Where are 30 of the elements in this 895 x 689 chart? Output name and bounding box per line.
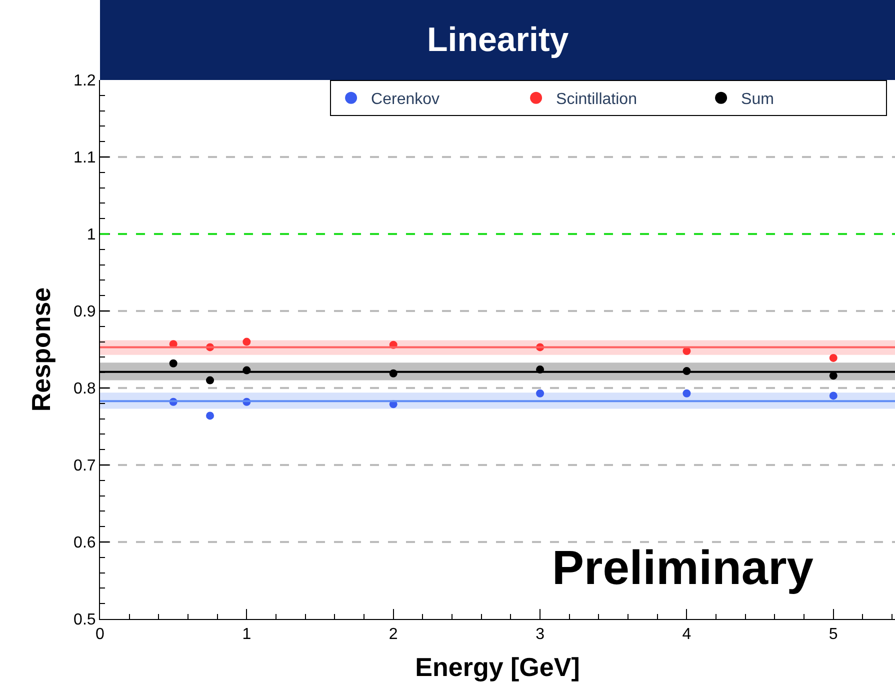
y-tick-label: 0.5	[74, 612, 96, 629]
y-tick-label: 0.7	[74, 458, 96, 475]
x-tick-label: 0	[96, 626, 105, 644]
y-tick-label: 1.2	[74, 72, 96, 90]
point	[206, 376, 214, 384]
y-tick-label: 1	[86, 226, 96, 244]
y-tick-label: 1.1	[74, 150, 96, 167]
legend-label: Sum	[741, 91, 774, 108]
x-tick-label: 1	[242, 626, 252, 644]
point	[169, 359, 178, 368]
y-axis-title: Response	[26, 287, 56, 412]
legend-label: Cerenkov	[371, 91, 440, 108]
point	[242, 338, 251, 346]
point	[829, 354, 838, 362]
x-tick-label: 3	[536, 626, 545, 644]
annotation: Preliminary	[552, 542, 814, 595]
x-tick-label: 5	[828, 626, 838, 644]
chart-title: Linearity	[427, 21, 569, 59]
point	[829, 392, 838, 400]
point	[682, 347, 691, 356]
y-tick-label: 0.9	[74, 304, 96, 321]
point	[206, 412, 214, 420]
x-axis-title: Energy [GeV]	[415, 652, 580, 682]
y-tick-label: 0.8	[74, 380, 96, 398]
y-tick-label: 0.6	[74, 534, 96, 552]
legend-label: Scintillation	[556, 91, 637, 108]
point	[536, 389, 544, 398]
x-tick-label: 2	[388, 626, 398, 644]
x-tick-label: 4	[682, 626, 692, 644]
point	[682, 389, 691, 398]
